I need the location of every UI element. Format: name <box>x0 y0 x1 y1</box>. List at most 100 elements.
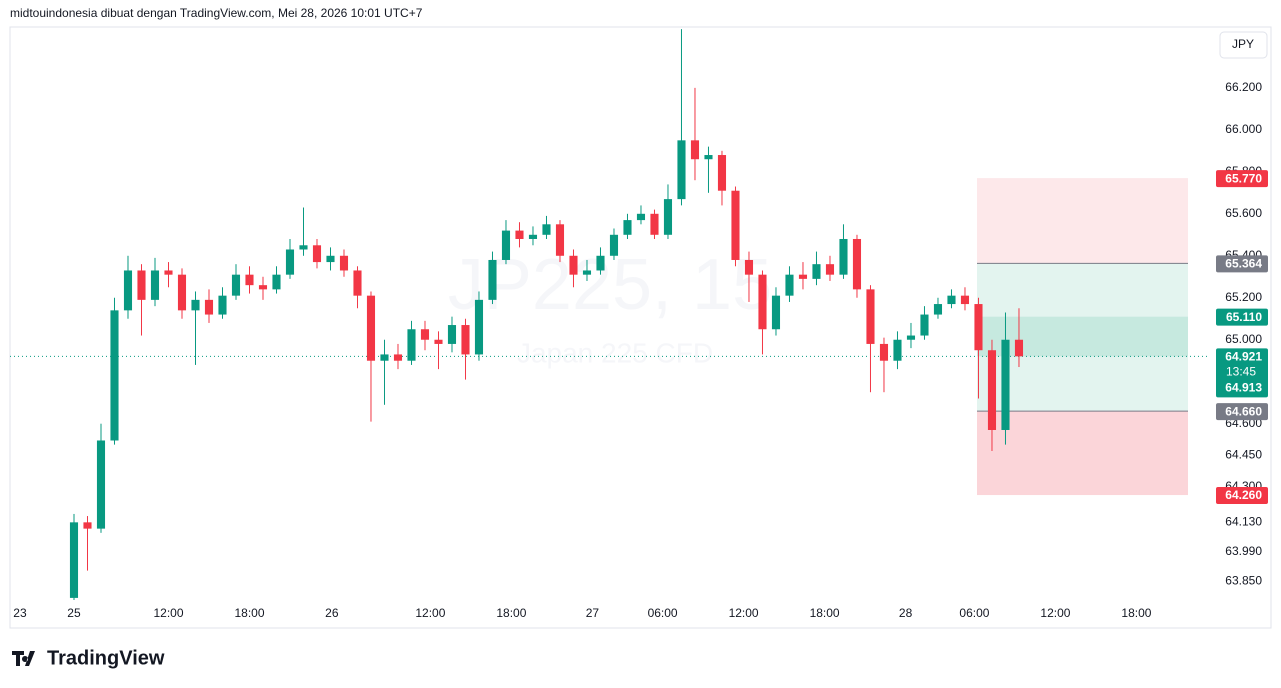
candle-body <box>353 270 362 296</box>
candle-body <box>974 304 983 351</box>
candle-body <box>623 220 632 235</box>
candle-body <box>866 289 875 344</box>
x-tick-label: 28 <box>899 606 913 620</box>
candle-body <box>798 274 808 279</box>
candle-body <box>758 274 767 330</box>
logo-icon <box>12 651 35 666</box>
candle-body <box>123 270 133 311</box>
candle-body <box>663 199 673 235</box>
candle-body <box>474 299 484 355</box>
candle-body <box>285 249 295 275</box>
candle-body <box>785 274 794 296</box>
y-tick-label: 63.990 <box>1225 544 1262 558</box>
candle-body <box>731 190 740 260</box>
x-tick-label: 23 <box>13 606 27 620</box>
level-tag <box>1216 170 1268 188</box>
watermark-symbol: JP225, 15 <box>448 245 772 325</box>
candle-body <box>542 224 551 235</box>
candle-body <box>609 234 619 256</box>
candle-body <box>434 339 443 344</box>
currency-button[interactable] <box>1219 31 1268 59</box>
candle-body <box>636 213 646 221</box>
x-tick-label: 18:00 <box>810 606 840 620</box>
x-tick-label: 27 <box>586 606 600 620</box>
y-tick-label: 64.450 <box>1225 447 1262 461</box>
candle-body <box>231 274 241 296</box>
candle-body <box>110 310 119 441</box>
profit-fill <box>977 316 1188 357</box>
x-tick-label: 06:00 <box>959 606 989 620</box>
candle-body <box>96 440 106 529</box>
level-tag-label: 64.660 <box>1225 404 1262 418</box>
candle-body <box>690 140 700 160</box>
candle-body <box>380 354 389 361</box>
candle-body <box>771 295 781 330</box>
x-tick-label: 06:00 <box>648 606 678 620</box>
candle-body <box>879 343 889 361</box>
level-tag <box>1216 403 1268 421</box>
level-tag <box>1216 255 1268 273</box>
watermark-name: Japan 225 CFD <box>517 337 713 368</box>
candle-body <box>960 295 970 305</box>
candle-body <box>555 224 565 256</box>
x-tick-label: 18:00 <box>234 606 264 620</box>
x-tick-label: 12:00 <box>415 606 445 620</box>
logo: TradingView <box>12 647 165 669</box>
x-tick-label: 12:00 <box>729 606 759 620</box>
candle-body <box>852 238 862 290</box>
candle-body <box>677 140 686 200</box>
candle-body <box>137 270 146 300</box>
candle-body <box>582 270 592 275</box>
candle-body <box>569 255 578 275</box>
level-tag-label: 65.364 <box>1225 257 1262 271</box>
candle-body <box>1014 339 1024 357</box>
y-tick-label: 65.200 <box>1225 290 1262 304</box>
x-tick-label: 12:00 <box>153 606 183 620</box>
level-tag-label: 65.110 <box>1226 310 1262 324</box>
last-price-tag <box>1216 348 1268 398</box>
candle-body <box>164 270 173 275</box>
candle-body <box>839 238 848 275</box>
y-tick-label: 63.850 <box>1225 573 1262 587</box>
candle-body <box>447 325 457 344</box>
candle-body <box>1001 339 1010 430</box>
candle-body <box>501 230 511 260</box>
candle-body <box>650 213 659 235</box>
candle-body <box>299 245 308 250</box>
candle-body <box>893 339 902 361</box>
candle-body <box>515 230 524 239</box>
countdown-label: 13:45 <box>1226 364 1256 378</box>
candle-body <box>69 522 79 598</box>
candle-body <box>920 314 929 336</box>
second-price-label: 64.913 <box>1225 380 1262 394</box>
candle-body <box>339 255 349 271</box>
logo-text: TradingView <box>47 647 165 669</box>
y-tick-label: 65.600 <box>1225 206 1262 220</box>
header: midtouindonesia dibuat dengan TradingVie… <box>10 6 423 20</box>
candle-body <box>83 522 92 529</box>
candle-body <box>420 329 430 340</box>
y-tick-label: 64.130 <box>1225 515 1262 529</box>
x-tick-label: 18:00 <box>496 606 526 620</box>
candle-body <box>312 245 322 263</box>
candle-body <box>987 350 997 430</box>
position-zone <box>977 263 1188 317</box>
candle-body <box>488 259 497 300</box>
candle-body <box>177 274 187 311</box>
candle-body <box>717 155 727 191</box>
position-zone <box>977 411 1188 496</box>
candle-body <box>933 304 943 315</box>
candle-body <box>258 285 268 290</box>
currency-label: JPY <box>1232 37 1254 51</box>
candle-body <box>393 354 403 361</box>
level-tag-label: 64.260 <box>1225 488 1262 502</box>
y-tick-label: 66.000 <box>1225 122 1262 136</box>
x-tick-label: 12:00 <box>1040 606 1070 620</box>
x-tick-label: 25 <box>67 606 81 620</box>
candle-body <box>326 255 335 263</box>
candle-body <box>906 335 916 340</box>
candle-body <box>191 299 200 311</box>
level-tag-label: 65.770 <box>1225 171 1262 185</box>
candle-body <box>407 329 416 361</box>
